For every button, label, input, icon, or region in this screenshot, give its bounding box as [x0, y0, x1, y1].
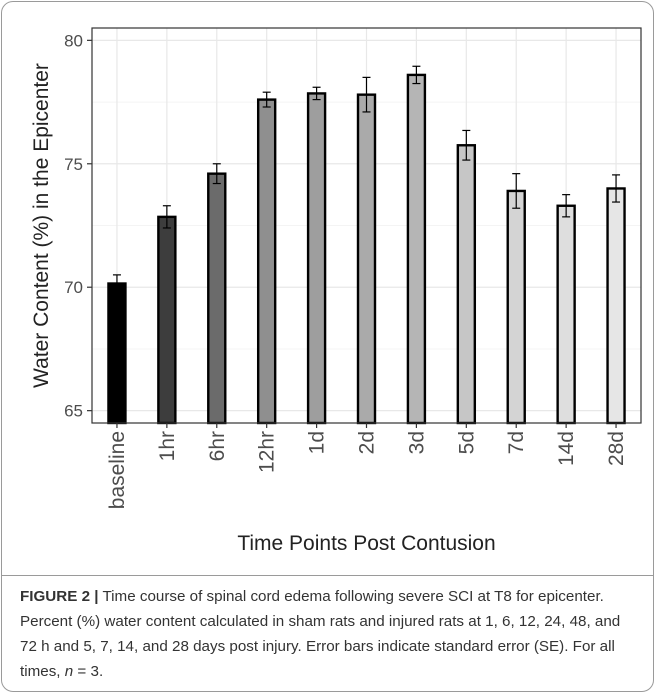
x-tick-label-12hr: 12hr — [256, 431, 279, 473]
error-bars-layer — [112, 65, 621, 293]
caption-text: Time course of spinal cord edema followi… — [20, 588, 621, 680]
bar-7d — [506, 189, 526, 425]
bar-6hr — [207, 172, 227, 425]
y-axis-label: Water Content (%) in the Epicenter — [30, 63, 53, 388]
y-tick-label: 75 — [64, 155, 83, 174]
x-tick-label-14d: 14d — [555, 431, 578, 466]
x-tick-label-1hr: 1hr — [156, 431, 179, 461]
figure-caption: FIGURE 2 | Time course of spinal cord ed… — [20, 584, 638, 684]
y-axis-ticks: 65 70 75 80 — [64, 31, 92, 421]
x-tick-label-6hr: 6hr — [206, 431, 229, 461]
x-axis-ticks: baseline 1hr 6hr 12hr 1d 2d 3d 5d 7d 14d 28d — [106, 423, 628, 509]
error-bar-5d — [462, 129, 471, 161]
y-tick-label: 70 — [64, 278, 83, 297]
bar-5d — [456, 144, 477, 425]
figure-label: FIGURE 2 | — [20, 588, 99, 605]
bar-1hr — [157, 215, 177, 425]
bar-14d — [556, 204, 576, 425]
x-axis-label: Time Points Post Contusion — [237, 532, 495, 555]
bar-2d — [356, 93, 377, 425]
x-tick-label-28d: 28d — [605, 431, 628, 466]
bar-baseline — [107, 282, 127, 425]
error-bar-12hr — [262, 91, 271, 108]
x-tick-label-3d: 3d — [405, 431, 428, 454]
error-bar-baseline — [112, 274, 121, 293]
bars-layer — [107, 73, 626, 425]
y-tick-label: 65 — [64, 402, 83, 421]
caption-n-variable: n — [64, 663, 74, 680]
x-tick-label-1d: 1d — [306, 431, 329, 454]
error-bar-6hr — [212, 163, 221, 185]
error-bar-28d — [612, 174, 621, 203]
error-bar-2d — [362, 76, 371, 113]
error-bar-7d — [512, 173, 521, 209]
y-tick-label: 80 — [64, 31, 83, 50]
bar-1d — [306, 92, 327, 425]
error-bar-14d — [562, 194, 571, 218]
caption-divider — [2, 575, 653, 576]
bar-chart: 65 70 75 80 baseline 1hr 6hr 12hr 1d 2d 3d 5d 7d 14d… — [30, 27, 642, 555]
x-tick-label-5d: 5d — [455, 431, 478, 454]
error-bar-1d — [312, 86, 321, 101]
caption-text-end: = 3. — [73, 663, 104, 680]
x-tick-label-2d: 2d — [356, 431, 379, 454]
bar-3d — [406, 73, 427, 425]
x-tick-label-7d: 7d — [505, 431, 528, 454]
bar-12hr — [256, 98, 277, 425]
x-tick-label-baseline: baseline — [106, 431, 129, 509]
error-bar-3d — [412, 65, 421, 85]
error-bar-1hr — [162, 205, 171, 229]
bar-28d — [606, 187, 626, 425]
